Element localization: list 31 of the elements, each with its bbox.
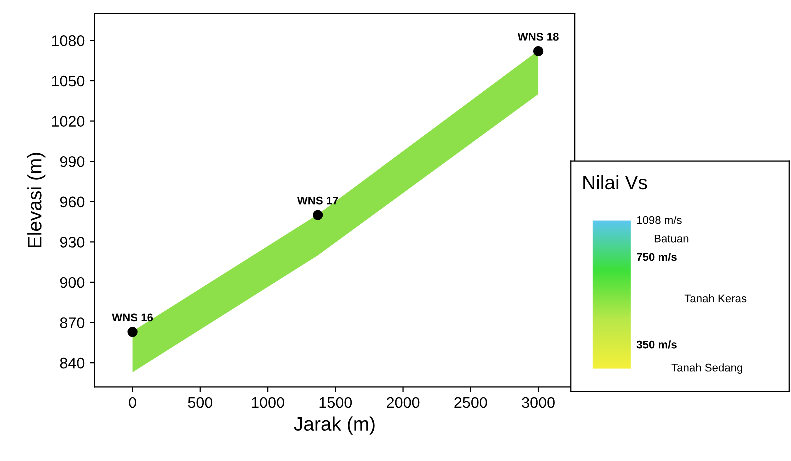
- x-tick-label: 0: [129, 397, 136, 408]
- x-tick-label: 2000: [387, 397, 420, 408]
- y-tick-label: 930: [60, 237, 85, 248]
- text: 350 m/s: [636, 340, 677, 349]
- y-tick-label: 1080: [52, 36, 85, 46]
- text: Batuan: [654, 234, 689, 243]
- x-axis-title: Jarak (m): [294, 416, 375, 435]
- text: 750 m/s: [637, 252, 677, 262]
- annotation: WNS 17: [297, 196, 338, 205]
- annotation: WNS 18: [518, 33, 559, 41]
- text: Nilai Vs: [584, 175, 648, 190]
- point: [533, 46, 544, 57]
- text: 1098 m/s: [637, 216, 682, 224]
- y-axis-title: Elevasi (m): [28, 153, 46, 248]
- x-tick-label: 500: [188, 397, 213, 408]
- y-tick-label: 870: [60, 318, 85, 328]
- y-tick-label: 1020: [52, 116, 85, 127]
- point: [128, 327, 138, 338]
- x-tick-label: 3000: [522, 397, 555, 408]
- y-tick-label: 960: [60, 196, 85, 208]
- y-tick-label: 990: [60, 156, 85, 168]
- annotation: WNS 16: [112, 314, 154, 322]
- x-tick-label: 1500: [320, 397, 352, 408]
- point: [312, 210, 324, 220]
- y-tick-label: 1050: [52, 76, 85, 87]
- y-tick-label: 900: [60, 277, 85, 288]
- x-tick-label: 1000: [252, 397, 284, 408]
- x-tick-label: 2500: [454, 397, 488, 408]
- text: Tanah Sedang: [672, 364, 742, 374]
- text: Tanah Keras: [684, 294, 747, 303]
- y-tick-label: 840: [60, 358, 85, 369]
